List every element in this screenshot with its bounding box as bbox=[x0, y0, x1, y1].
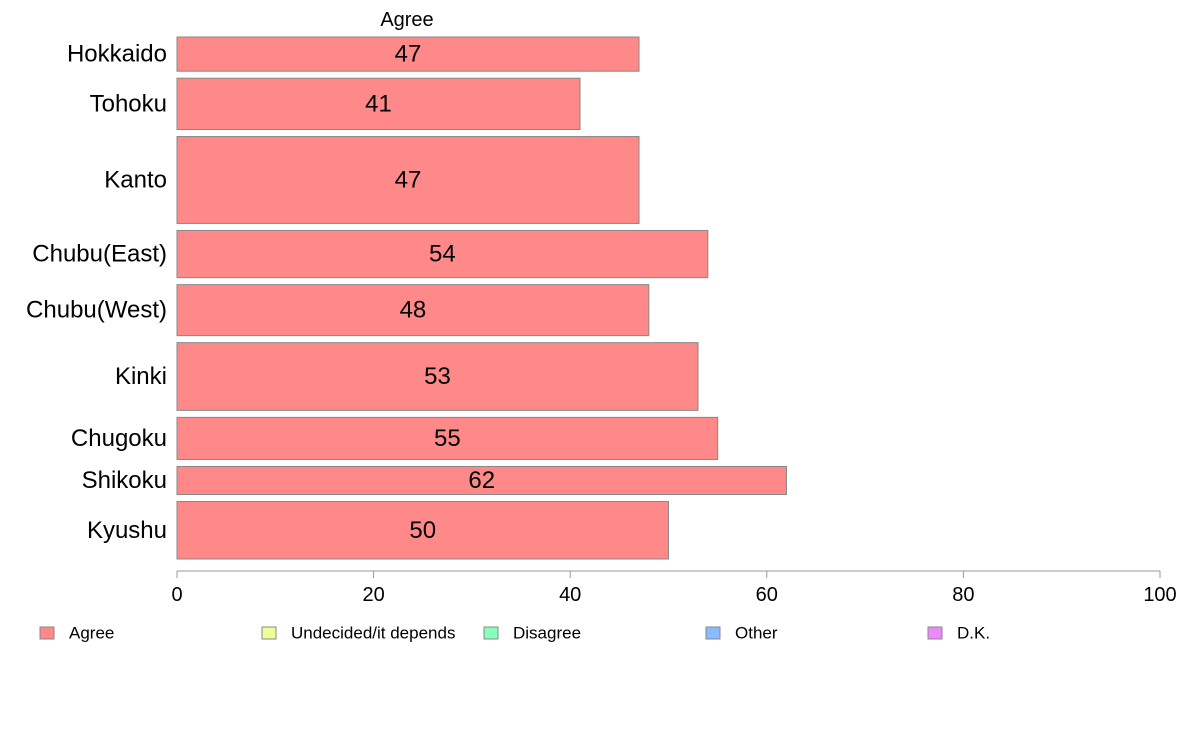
legend-label: Disagree bbox=[513, 624, 581, 643]
bar bbox=[176, 501, 669, 560]
bar bbox=[176, 465, 787, 496]
x-tick-label: 80 bbox=[952, 584, 974, 606]
bar-group: 47 Hokkaido bbox=[67, 36, 640, 72]
legend-item: D.K. bbox=[927, 624, 990, 643]
legend-swatch bbox=[483, 626, 499, 640]
bar bbox=[176, 342, 699, 411]
bar-value-label: 48 bbox=[400, 297, 427, 324]
category-label: Kyushu bbox=[87, 517, 167, 544]
bar-value-label: 54 bbox=[429, 241, 456, 268]
bar-value-label: 62 bbox=[468, 467, 495, 494]
bar-value-label: 53 bbox=[424, 363, 451, 390]
bar-group: 54 Chubu(East) bbox=[32, 229, 709, 279]
legend-swatch bbox=[261, 626, 277, 640]
legend-label: Other bbox=[735, 624, 778, 643]
category-label: Chubu(East) bbox=[32, 241, 167, 268]
bar-group: 55 Chugoku bbox=[71, 416, 719, 460]
bar bbox=[176, 284, 650, 337]
category-label: Hokkaido bbox=[67, 41, 167, 68]
bar bbox=[176, 229, 709, 279]
x-tick-label: 40 bbox=[559, 584, 581, 606]
legend-swatch bbox=[705, 626, 721, 640]
category-label: Kanto bbox=[104, 166, 167, 193]
legend-label: Agree bbox=[69, 624, 114, 643]
legend-swatch bbox=[927, 626, 943, 640]
bar-group: 47 Kanto bbox=[104, 136, 640, 224]
bar-group: 50 Kyushu bbox=[87, 501, 669, 560]
legend-label: Undecided/it depends bbox=[291, 624, 455, 643]
legend-item: Disagree bbox=[483, 624, 581, 643]
bar bbox=[176, 36, 640, 72]
category-label: Kinki bbox=[115, 363, 167, 390]
bar-value-label: 41 bbox=[365, 90, 392, 117]
legend-swatch bbox=[39, 626, 55, 640]
category-label: Chugoku bbox=[71, 425, 167, 452]
bar-value-label: 50 bbox=[409, 517, 436, 544]
bar bbox=[176, 136, 640, 224]
bars-layer: 47 Hokkaido 41 Tohoku 47 Kanto 54 Chubu(East) 48… bbox=[26, 36, 787, 560]
chart-title: Agree bbox=[380, 9, 433, 31]
legend-item: Other bbox=[705, 624, 778, 643]
bar bbox=[176, 416, 719, 460]
bar-value-label: 47 bbox=[395, 166, 422, 193]
bar-group: 41 Tohoku bbox=[90, 77, 581, 131]
bar-group: 48 Chubu(West) bbox=[26, 284, 650, 337]
bar-value-label: 47 bbox=[395, 41, 422, 68]
x-axis: 0 20 40 60 80 100 bbox=[171, 570, 1177, 606]
bar-group: 62 Shikoku bbox=[82, 465, 787, 496]
x-tick-label: 60 bbox=[756, 584, 778, 606]
category-label: Tohoku bbox=[90, 90, 167, 117]
bar-group: 53 Kinki bbox=[115, 342, 699, 411]
legend-item: Undecided/it depends bbox=[261, 624, 455, 643]
x-tick-label: 0 bbox=[171, 584, 182, 606]
x-tick-label: 20 bbox=[362, 584, 384, 606]
x-tick-label: 100 bbox=[1143, 584, 1176, 606]
legend-item: Agree bbox=[39, 624, 114, 643]
legend: Agree Undecided/it depends Disagree Other D.… bbox=[39, 624, 990, 643]
category-label: Shikoku bbox=[82, 467, 167, 494]
category-label: Chubu(West) bbox=[26, 297, 167, 324]
legend-label: D.K. bbox=[957, 624, 990, 643]
bar bbox=[176, 77, 581, 131]
bar-value-label: 55 bbox=[434, 425, 461, 452]
